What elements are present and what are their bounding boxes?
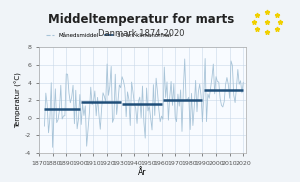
Text: Middeltemperatur for marts: Middeltemperatur for marts [48, 13, 234, 26]
Legend: Månedsmiddel, 30 års klimanormal: Månedsmiddel, 30 års klimanormal [44, 31, 173, 41]
X-axis label: År: År [138, 168, 147, 177]
Y-axis label: Temperatur (°C): Temperatur (°C) [15, 72, 22, 128]
Text: Danmark 1874-2020: Danmark 1874-2020 [98, 29, 184, 38]
